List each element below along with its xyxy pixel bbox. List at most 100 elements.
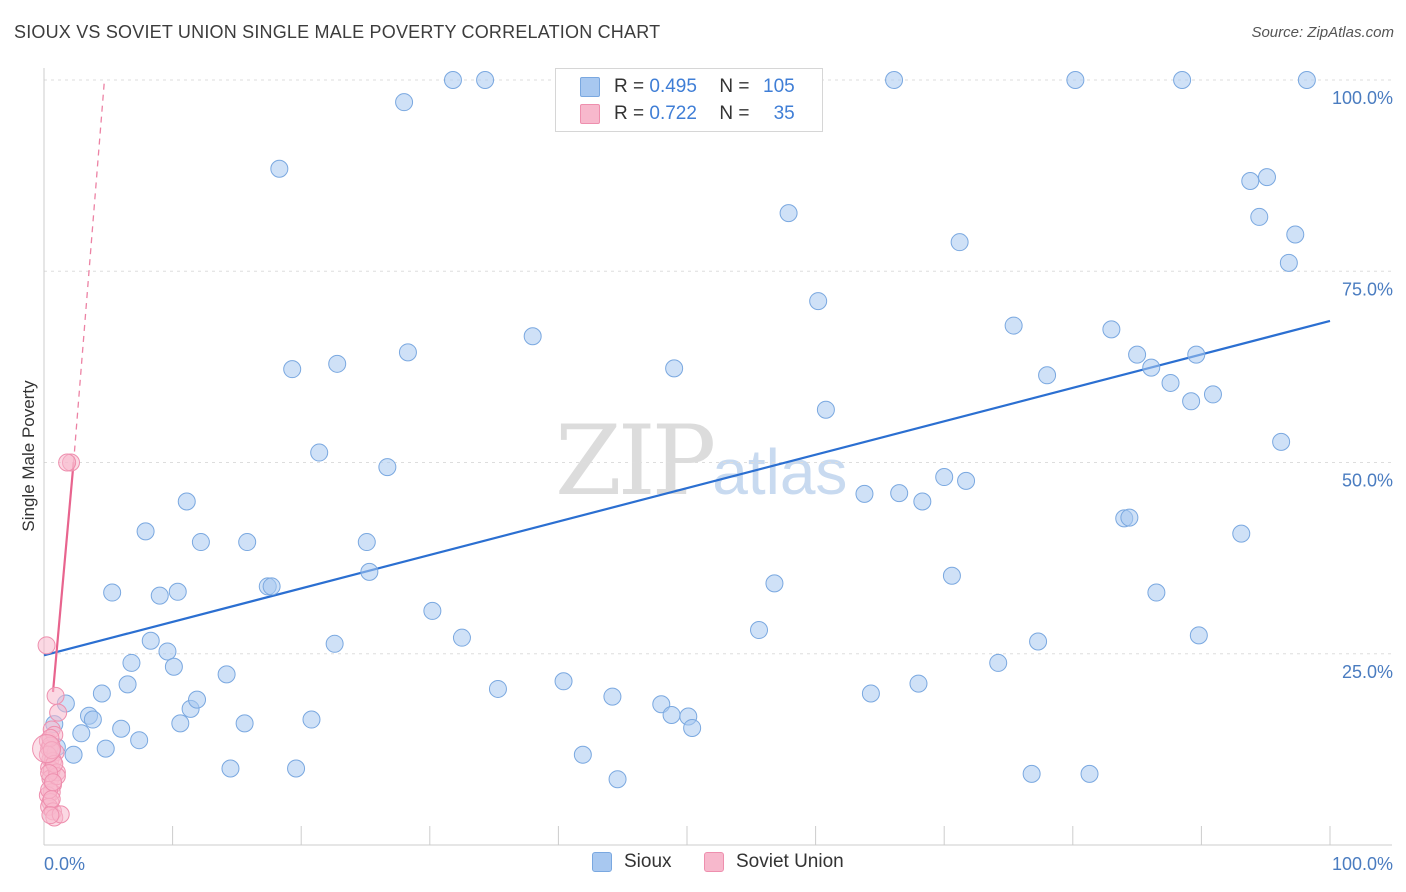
point-sioux xyxy=(150,586,169,605)
x-tick-label: 100.0% xyxy=(1332,854,1393,874)
point-sioux xyxy=(1022,764,1041,783)
legend-n-value: 105 xyxy=(763,76,795,97)
point-sioux xyxy=(136,522,155,541)
point-sioux xyxy=(950,233,969,252)
point-sioux xyxy=(779,204,798,223)
x-tick-label: 0.0% xyxy=(44,854,85,874)
legend-item-sioux[interactable]: Sioux xyxy=(592,851,672,873)
point-sioux xyxy=(423,601,442,620)
point-sioux xyxy=(1182,392,1201,411)
point-sioux xyxy=(238,533,257,552)
legend-row-soviet-union: R = 0.722 N = 35 xyxy=(580,101,795,127)
point-sioux xyxy=(103,583,122,602)
point-sioux xyxy=(395,93,414,112)
trend-lines xyxy=(43,79,1331,693)
point-sioux xyxy=(683,718,702,737)
point-sioux xyxy=(665,359,684,378)
y-axis-label: Single Male Poverty xyxy=(19,380,38,532)
point-sioux xyxy=(1187,345,1206,364)
point-sioux xyxy=(890,484,909,503)
point-sioux xyxy=(72,724,91,743)
point-sioux xyxy=(989,653,1008,672)
point-sioux xyxy=(1066,71,1085,89)
source-note: Source: ZipAtlas.com xyxy=(1251,24,1394,41)
point-soviet-union xyxy=(32,734,62,764)
point-sioux xyxy=(188,690,207,709)
trend-line-sioux xyxy=(43,319,1331,657)
legend-row-sioux: R = 0.495 N = 105 xyxy=(580,74,795,100)
y-tick-label: 25.0% xyxy=(1342,662,1393,682)
point-sioux xyxy=(122,653,141,672)
y-tick-label: 100.0% xyxy=(1332,88,1393,108)
point-sioux xyxy=(141,631,160,650)
point-sioux xyxy=(608,770,627,789)
point-sioux xyxy=(130,731,149,750)
point-sioux xyxy=(809,292,828,311)
chart-title: SIOUX VS SOVIET UNION SINGLE MALE POVERT… xyxy=(14,22,661,42)
point-sioux xyxy=(1142,358,1161,377)
point-soviet-union xyxy=(41,806,60,825)
point-sioux xyxy=(302,710,321,729)
point-sioux xyxy=(357,533,376,552)
point-sioux xyxy=(158,642,177,661)
correlation-legend: R = 0.495 N = 105 R = 0.722 N = 35 xyxy=(555,68,823,132)
point-sioux xyxy=(221,759,240,778)
point-sioux xyxy=(816,400,835,419)
point-sioux xyxy=(1279,253,1298,272)
data-points xyxy=(32,71,1316,827)
point-sioux xyxy=(328,354,347,373)
legend-n-value: 35 xyxy=(773,103,795,124)
point-sioux xyxy=(1257,168,1276,187)
point-sioux xyxy=(262,577,281,596)
point-sioux xyxy=(1286,225,1305,244)
point-sioux xyxy=(913,492,932,511)
point-sioux xyxy=(554,672,573,691)
legend-r-value: 0.722 xyxy=(649,103,697,124)
point-sioux xyxy=(191,533,210,552)
point-sioux xyxy=(1272,432,1291,451)
legend-swatch-soviet-union xyxy=(580,104,600,124)
point-sioux xyxy=(235,714,254,733)
legend-n-label: N = xyxy=(719,103,755,124)
point-sioux xyxy=(1004,316,1023,335)
point-sioux xyxy=(1250,207,1269,226)
legend-r-value: 0.495 xyxy=(649,76,697,97)
point-sioux xyxy=(177,492,196,511)
axes xyxy=(43,68,1392,846)
point-sioux xyxy=(1128,345,1147,364)
point-sioux xyxy=(1232,524,1251,543)
point-sioux xyxy=(488,679,507,698)
legend-label-soviet-union: Soviet Union xyxy=(736,851,844,872)
point-soviet-union xyxy=(46,686,65,705)
point-sioux xyxy=(1029,632,1048,651)
legend-swatch-sioux xyxy=(592,852,612,872)
point-sioux xyxy=(96,739,115,758)
y-tick-label: 75.0% xyxy=(1342,279,1393,299)
point-sioux xyxy=(118,675,137,694)
point-sioux xyxy=(64,745,83,764)
legend-label-sioux: Sioux xyxy=(624,851,672,872)
legend-r-label: R = xyxy=(614,103,650,124)
point-sioux xyxy=(523,327,542,346)
legend-r-label: R = xyxy=(614,76,650,97)
legend-n-label: N = xyxy=(719,76,755,97)
point-sioux xyxy=(398,343,417,362)
point-sioux xyxy=(270,159,289,178)
point-sioux xyxy=(217,665,236,684)
y-tick-label: 50.0% xyxy=(1342,471,1393,491)
point-sioux xyxy=(83,710,102,729)
point-sioux xyxy=(662,705,681,724)
point-sioux xyxy=(325,634,344,653)
point-sioux xyxy=(1161,373,1180,392)
point-soviet-union xyxy=(49,703,68,722)
point-sioux xyxy=(171,714,190,733)
point-sioux xyxy=(765,574,784,593)
tick-labels: 25.0% 50.0% 75.0% 100.0% 0.0% 100.0% xyxy=(44,88,1393,874)
legend-item-soviet-union[interactable]: Soviet Union xyxy=(704,851,844,873)
gridlines xyxy=(44,79,1392,655)
point-sioux xyxy=(1241,171,1260,190)
point-soviet-union xyxy=(58,453,77,472)
point-sioux xyxy=(885,71,904,89)
point-sioux xyxy=(861,684,880,703)
